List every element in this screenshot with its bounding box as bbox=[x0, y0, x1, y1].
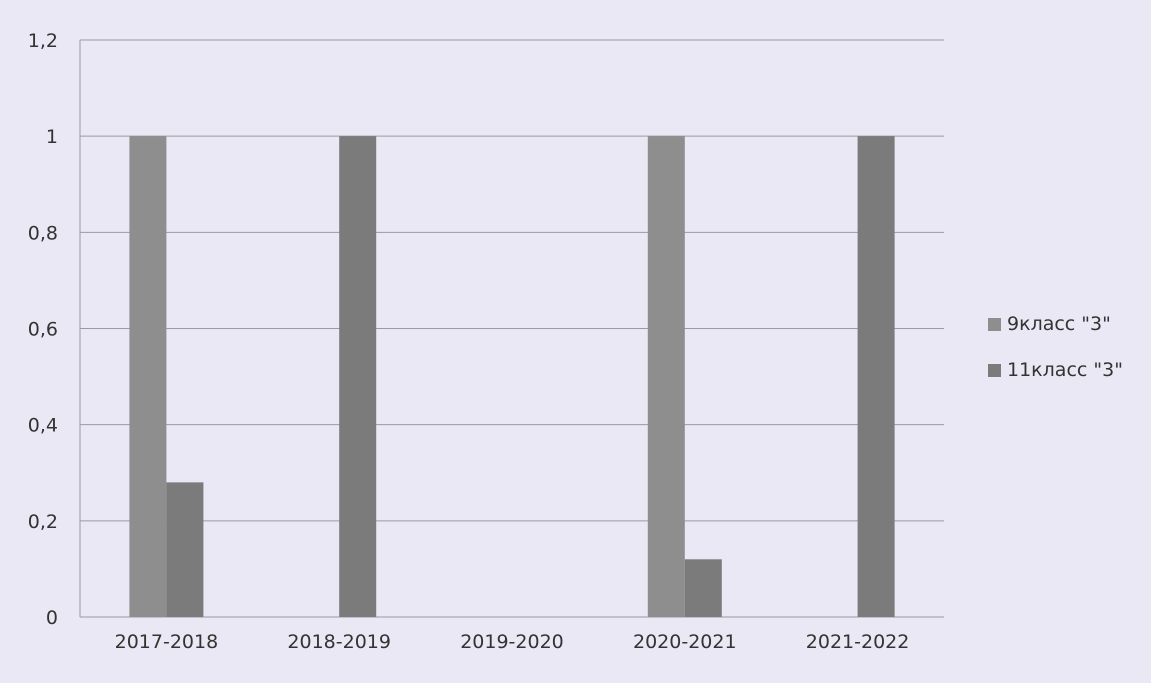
bar-series1 bbox=[129, 136, 167, 617]
bar-series2 bbox=[684, 559, 722, 617]
bar-series1 bbox=[647, 136, 685, 617]
y-tick-label: 0 bbox=[46, 607, 58, 629]
y-tick-label: 1,2 bbox=[28, 30, 58, 52]
legend-label: 9класс "3" bbox=[1007, 313, 1111, 335]
y-tick-label: 1 bbox=[46, 126, 58, 148]
x-tick-label: 2018-2019 bbox=[287, 631, 391, 653]
x-tick-label: 2017-2018 bbox=[115, 631, 219, 653]
legend-swatch bbox=[988, 364, 1001, 377]
axes: 0 0,2 0,4 0,6 0,8 1 1,2 2017-2018 2018-2019 2019-… bbox=[28, 30, 910, 653]
bars bbox=[129, 136, 895, 617]
bar-series2 bbox=[857, 136, 895, 617]
bar-series2 bbox=[339, 136, 377, 617]
y-tick-label: 0,8 bbox=[28, 222, 58, 244]
grid-lines bbox=[80, 39, 944, 618]
bar-series2 bbox=[166, 482, 204, 617]
x-tick-label: 2020-2021 bbox=[633, 631, 737, 653]
y-tick-label: 0,2 bbox=[28, 511, 58, 533]
y-tick-label: 0,6 bbox=[28, 319, 58, 341]
y-tick-label: 0,4 bbox=[28, 415, 58, 437]
legend-swatch bbox=[988, 318, 1001, 331]
legend: 9класс "3" 11класс "3" bbox=[988, 313, 1123, 381]
x-tick-label: 2021-2022 bbox=[806, 631, 910, 653]
x-tick-label: 2019-2020 bbox=[460, 631, 564, 653]
legend-label: 11класс "3" bbox=[1007, 359, 1123, 381]
